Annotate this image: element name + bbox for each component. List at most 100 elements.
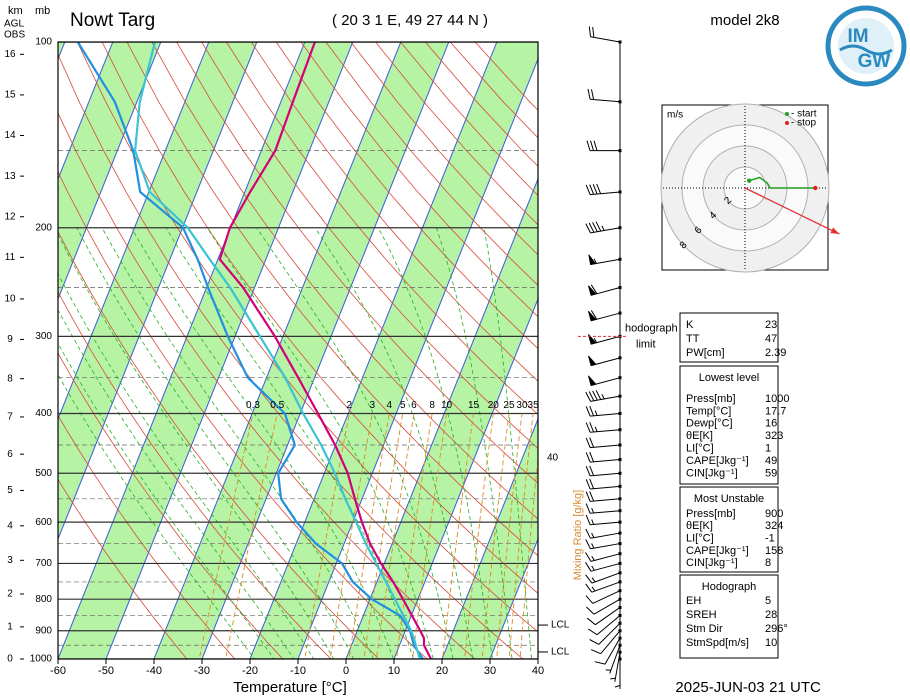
km-tick-label: 10 bbox=[4, 294, 16, 305]
moist-adiabat bbox=[76, 227, 355, 659]
profile-line bbox=[76, 42, 424, 659]
storm-motion-head bbox=[830, 227, 840, 234]
mixing-ratio-value: 8 bbox=[429, 400, 435, 411]
height-unit: km bbox=[8, 5, 23, 17]
moist-adiabat bbox=[58, 233, 335, 659]
wind-pennant bbox=[588, 310, 597, 322]
dry-adiabat bbox=[250, 42, 538, 382]
lcl-label: LCL bbox=[551, 647, 570, 658]
height-ref: AGL bbox=[4, 19, 24, 30]
table-title: Lowest level bbox=[699, 372, 760, 384]
x-tick-label: -20 bbox=[242, 665, 258, 677]
wind-station bbox=[618, 657, 622, 661]
moist-adiabat bbox=[483, 227, 532, 659]
mixing-ratio-value: 0.5 bbox=[270, 400, 284, 411]
chart-title: Nowt Targ bbox=[70, 10, 155, 31]
mixing-ratio-value: 10 bbox=[441, 400, 453, 411]
table-value: 900 bbox=[765, 508, 783, 520]
mixing-ratio-value: 3 bbox=[370, 400, 376, 411]
wind-barb bbox=[585, 528, 621, 539]
wind-station bbox=[618, 509, 622, 513]
wind-station bbox=[618, 484, 622, 488]
dry-adiabat bbox=[151, 42, 538, 520]
x-tick-label: 30 bbox=[484, 665, 496, 677]
km-tick-label: 9 bbox=[7, 334, 13, 345]
moist-adiabat bbox=[58, 309, 295, 659]
wind-station bbox=[618, 394, 622, 398]
km-tick-label: 3 bbox=[7, 555, 13, 566]
isotherm bbox=[249, 42, 498, 659]
table-label: SREH bbox=[686, 609, 717, 621]
y-tick-label: 300 bbox=[35, 331, 52, 342]
wind-station bbox=[618, 531, 622, 535]
table-label: Press[mb] bbox=[686, 393, 736, 405]
hodograph-start bbox=[747, 178, 752, 183]
isotherm-band bbox=[58, 42, 353, 659]
y-tick-label: 100 bbox=[35, 37, 52, 48]
dry-adiabat bbox=[176, 42, 538, 484]
wind-barb bbox=[614, 659, 621, 689]
hodograph-stop bbox=[813, 185, 818, 191]
moist-adiabat bbox=[58, 272, 315, 659]
table-label: θE[K] bbox=[686, 520, 713, 532]
isotherm bbox=[58, 42, 114, 181]
legend-label: - stop bbox=[791, 118, 816, 129]
mixing-ratio-value: 15 bbox=[468, 400, 480, 411]
km-tick-label: 2 bbox=[7, 589, 13, 600]
wind-station bbox=[618, 428, 622, 432]
x-axis-label: Temperature [°C] bbox=[233, 679, 347, 696]
dry-adiabat bbox=[58, 112, 476, 659]
km-tick-label: 4 bbox=[7, 520, 13, 531]
table-label: CIN[Jkg⁻¹] bbox=[686, 557, 738, 569]
moist-adiabat bbox=[101, 227, 375, 659]
table-value: 296° bbox=[765, 623, 788, 635]
isotherm bbox=[297, 57, 538, 659]
mixing-ratio-line bbox=[348, 413, 390, 659]
mixing-ratio-line bbox=[375, 413, 415, 659]
wind-barb bbox=[585, 465, 621, 477]
dry-adiabat bbox=[58, 170, 428, 659]
x-tick-label: 10 bbox=[388, 665, 400, 677]
km-tick-label: 6 bbox=[7, 449, 13, 460]
legend-marker bbox=[785, 112, 789, 116]
logo-disc bbox=[838, 18, 894, 74]
moist-adiabat bbox=[436, 227, 513, 659]
table-frame bbox=[679, 365, 779, 485]
km-tick-label: 1 bbox=[7, 622, 13, 633]
wind-barb bbox=[585, 221, 621, 234]
mixing-ratio-line bbox=[496, 413, 523, 659]
wind-station bbox=[618, 286, 622, 290]
dry-adiabat bbox=[76, 42, 538, 633]
wind-barb bbox=[586, 598, 621, 615]
km-tick-label: 0 bbox=[7, 654, 13, 665]
logo: IM GW bbox=[825, 5, 907, 87]
logo-wave bbox=[839, 44, 893, 56]
moist-adiabat bbox=[58, 342, 275, 659]
wind-pennant bbox=[588, 375, 597, 386]
y-tick-label: 500 bbox=[35, 468, 52, 479]
wind-station bbox=[618, 376, 622, 380]
table-label: CIN[Jkg⁻¹] bbox=[686, 467, 738, 479]
wind-barb bbox=[585, 590, 621, 604]
dry-adiabat bbox=[101, 42, 538, 594]
isotherm bbox=[393, 297, 538, 659]
table-label: CAPE[Jkg⁻¹] bbox=[686, 455, 749, 467]
profile-line bbox=[134, 42, 421, 659]
date-label: 2025-JUN-03 bbox=[675, 679, 764, 696]
wind-barb bbox=[588, 26, 621, 43]
wind-barb bbox=[585, 437, 621, 449]
wind-station bbox=[618, 443, 622, 447]
wind-barb bbox=[587, 88, 621, 103]
moist-adiabat bbox=[165, 227, 414, 659]
wind-station bbox=[618, 580, 622, 584]
y-tick-label: 700 bbox=[35, 558, 52, 569]
km-tick-label: 7 bbox=[7, 412, 13, 423]
table-frame bbox=[679, 312, 779, 363]
logo-text: GW bbox=[858, 51, 891, 72]
wind-barb bbox=[594, 637, 621, 665]
wind-barb bbox=[585, 405, 621, 417]
table-value: 17.7 bbox=[765, 405, 786, 417]
table-value: 323 bbox=[765, 430, 783, 442]
y-tick-label: 1000 bbox=[30, 654, 53, 665]
dry-adiabat bbox=[58, 414, 236, 659]
